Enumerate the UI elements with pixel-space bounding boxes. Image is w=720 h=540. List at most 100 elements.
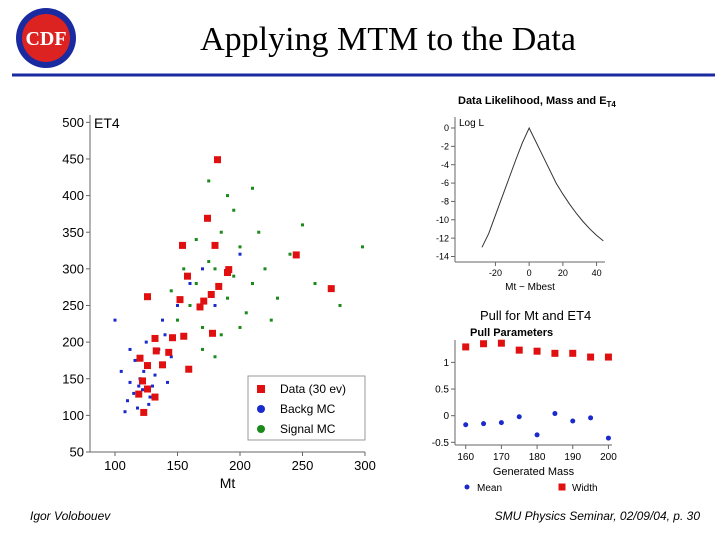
- y-tick-label: 400: [62, 188, 84, 203]
- legend-swatch: [257, 425, 265, 433]
- data-point: [184, 272, 191, 280]
- data-point: [605, 435, 611, 441]
- legend-label: Signal MC: [280, 422, 336, 436]
- data-point: [587, 353, 595, 361]
- y-tick-label: 150: [62, 371, 84, 386]
- y-tick-label: 450: [62, 152, 84, 167]
- data-point: [213, 303, 217, 307]
- x-tick-label: 20: [558, 268, 568, 278]
- data-point: [533, 347, 541, 355]
- data-point: [214, 156, 221, 164]
- footer-author: Igor Volobouev: [30, 509, 111, 523]
- chart: 50 100 150 200 250 300 350 400 450 500 100 150 200 25…: [62, 115, 376, 491]
- y-tick-label: 0: [443, 411, 449, 422]
- legend-box: [247, 375, 366, 441]
- data-point: [238, 325, 242, 329]
- data-point: [136, 354, 144, 362]
- data-point: [128, 380, 132, 384]
- x-tick-label: 170: [493, 452, 510, 463]
- data-point: [194, 238, 198, 242]
- data-point: [151, 393, 159, 401]
- data-point: [179, 241, 186, 249]
- data-point: [498, 420, 504, 426]
- y-tick-label: -10: [436, 215, 449, 225]
- footer-info: SMU Physics Seminar, 02/09/04, p. 30: [495, 509, 701, 523]
- y-tick-label: 0.5: [435, 385, 449, 396]
- data-point: [132, 391, 136, 395]
- data-point: [313, 282, 317, 285]
- data-point: [148, 395, 152, 399]
- data-point: [165, 348, 173, 356]
- data-point: [244, 311, 248, 315]
- data-point: [144, 340, 148, 344]
- x-tick-label: 160: [457, 452, 474, 463]
- x-tick-label: 300: [354, 458, 376, 473]
- data-point: [570, 418, 576, 424]
- data-point: [263, 267, 267, 271]
- data-point: [204, 214, 211, 222]
- legend-swatch: [558, 483, 566, 491]
- data-point: [169, 289, 173, 293]
- chart: -0.5 0 0.5 1 160 170 180 190 200 Generated Mass Pu…: [432, 308, 617, 494]
- y-axis-label: ET4: [94, 115, 120, 131]
- legend-swatch: [464, 484, 470, 490]
- data-point: [201, 267, 204, 271]
- data-point: [159, 361, 166, 369]
- data-point: [551, 349, 559, 357]
- data-point: [213, 267, 217, 271]
- data-point: [301, 223, 304, 227]
- data-point: [338, 303, 342, 307]
- y-tick-label: 100: [62, 408, 84, 423]
- data-point: [169, 334, 176, 342]
- chart-title: Data Likelihood, Mass and ET4: [458, 95, 616, 109]
- data-point: [136, 406, 139, 410]
- data-point: [188, 282, 192, 285]
- data-point: [207, 179, 211, 183]
- data-point: [292, 251, 300, 259]
- legend-swatch: [257, 405, 265, 413]
- legend-swatch: [257, 385, 265, 393]
- data-point: [462, 343, 470, 351]
- data-point: [142, 369, 146, 373]
- data-point: [569, 349, 577, 357]
- y-tick-label: 350: [62, 225, 84, 240]
- data-point: [161, 318, 164, 322]
- data-point: [201, 347, 204, 351]
- line: [481, 126, 604, 248]
- data-point: [251, 282, 254, 285]
- data-point: [166, 380, 169, 384]
- y-tick-label: 50: [70, 445, 84, 460]
- x-tick-label: 40: [592, 268, 602, 278]
- chart-title-subscript: T4: [607, 100, 617, 109]
- data-point: [534, 432, 540, 438]
- logo: CDF: [16, 8, 76, 68]
- data-point: [144, 362, 151, 370]
- data-point: [226, 296, 229, 300]
- data-point: [251, 186, 254, 190]
- data-point: [188, 303, 192, 307]
- x-tick-label: 190: [564, 452, 581, 463]
- data-point: [209, 329, 216, 337]
- x-tick-label: 180: [529, 452, 546, 463]
- y-tick-label: 250: [62, 298, 84, 313]
- x-axis-label: Mt: [220, 475, 236, 491]
- y-tick-label: 200: [62, 335, 84, 350]
- x-tick-label: 150: [167, 458, 189, 473]
- x-tick-label: 200: [600, 452, 617, 463]
- y-tick-label: -14: [436, 252, 449, 262]
- y-axis-label: Log L: [459, 118, 484, 129]
- y-tick-label: 1: [443, 358, 449, 369]
- data-point: [604, 353, 612, 361]
- data-point: [176, 303, 179, 307]
- data-point: [176, 318, 179, 322]
- data-point: [516, 414, 522, 420]
- data-point: [257, 230, 261, 234]
- data-point: [207, 290, 215, 298]
- y-tick-label: -12: [436, 233, 449, 243]
- data-point: [147, 402, 151, 406]
- data-point: [238, 252, 242, 256]
- y-tick-label: -8: [441, 197, 449, 207]
